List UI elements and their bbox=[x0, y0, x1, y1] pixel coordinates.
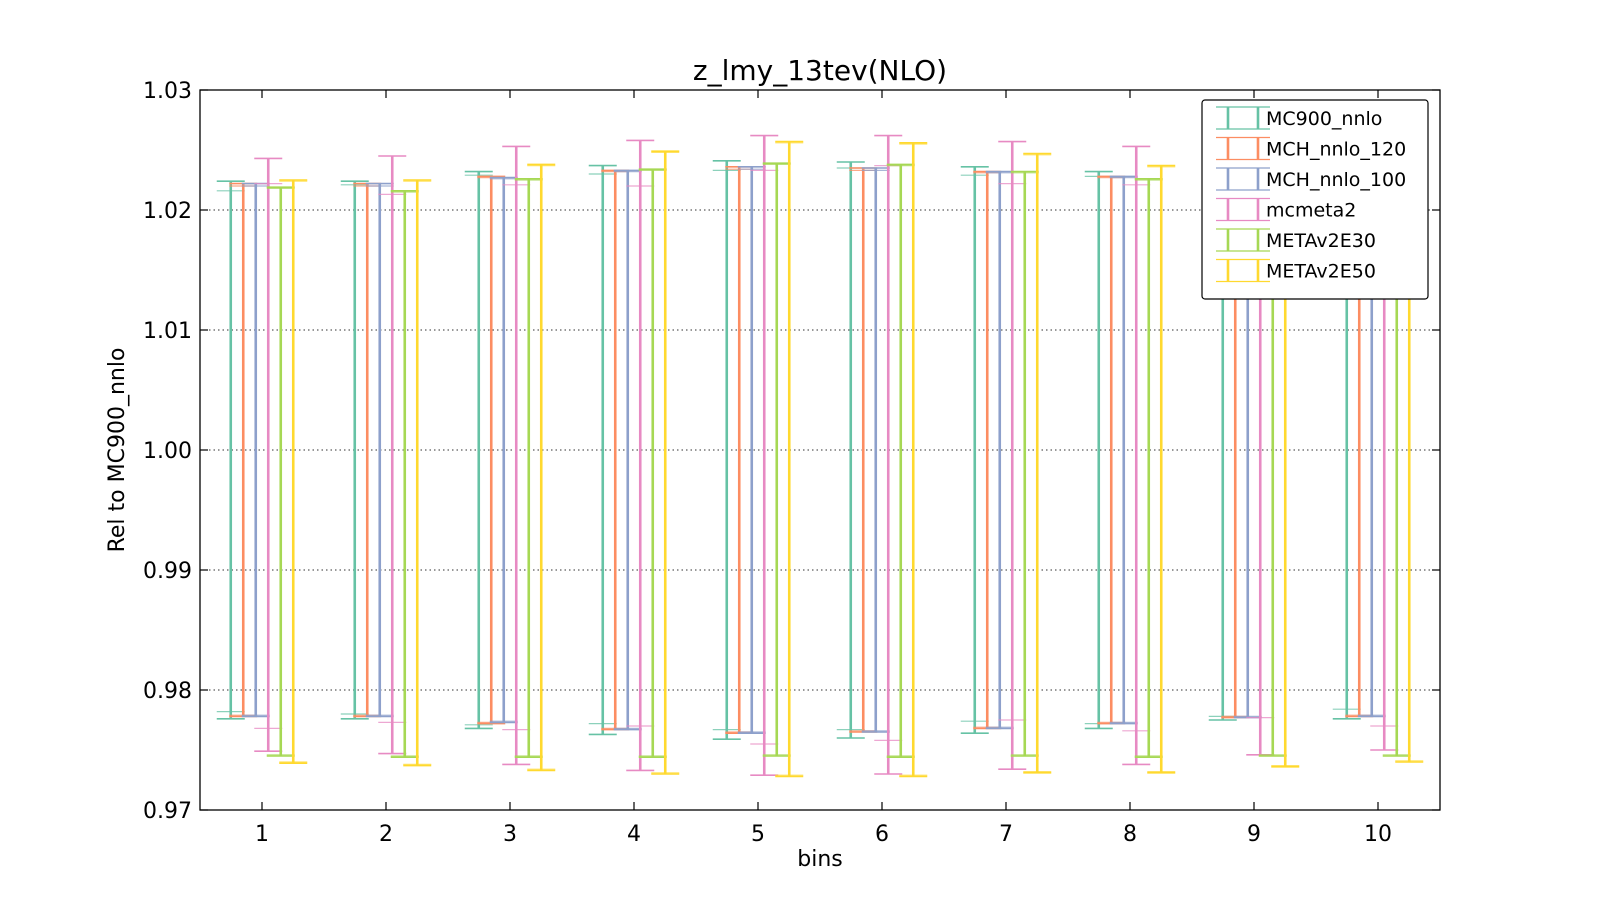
legend-label-MC900_nnlo: MC900_nnlo bbox=[1266, 108, 1382, 130]
x-tick-label-3: 3 bbox=[503, 822, 517, 847]
legend-label-MCH_nnlo_120: MCH_nnlo_120 bbox=[1266, 139, 1406, 161]
x-axis-label: bins bbox=[797, 847, 842, 872]
legend-item-mcmeta2: mcmeta2 bbox=[1216, 197, 1356, 222]
y-tick-label-1.00: 1.00 bbox=[143, 439, 192, 464]
y-tick-label-1.03: 1.03 bbox=[143, 79, 192, 104]
x-tick-label-6: 6 bbox=[875, 822, 889, 847]
legend-label-MCH_nnlo_100: MCH_nnlo_100 bbox=[1266, 169, 1406, 191]
legend-item-MC900_nnlo: MC900_nnlo bbox=[1216, 106, 1382, 130]
y-axis-label: Rel to MC900_nnlo bbox=[105, 348, 130, 553]
x-tick-label-2: 2 bbox=[379, 822, 393, 847]
legend-label-METAv2E50: METAv2E50 bbox=[1266, 261, 1376, 283]
y-tick-label-0.97: 0.97 bbox=[143, 799, 192, 824]
x-tick-label-8: 8 bbox=[1123, 822, 1137, 847]
x-tick-label-9: 9 bbox=[1247, 822, 1261, 847]
x-tick-label-1: 1 bbox=[255, 822, 269, 847]
series-MC900_nnlo bbox=[216, 160, 1361, 741]
y-tick-label-1.02: 1.02 bbox=[143, 199, 192, 224]
legend-label-METAv2E30: METAv2E30 bbox=[1266, 230, 1376, 252]
legend-label-mcmeta2: mcmeta2 bbox=[1266, 200, 1356, 222]
legend-item-MCH_nnlo_100: MCH_nnlo_100 bbox=[1216, 167, 1406, 191]
y-tick-label-0.98: 0.98 bbox=[143, 679, 192, 704]
legend-item-METAv2E30: METAv2E30 bbox=[1216, 228, 1376, 252]
y-tick-label-1.01: 1.01 bbox=[143, 319, 192, 344]
x-tick-label-4: 4 bbox=[627, 822, 641, 847]
x-tick-label-10: 10 bbox=[1364, 822, 1392, 847]
y-tick-label-0.99: 0.99 bbox=[143, 559, 192, 584]
legend-item-MCH_nnlo_120: MCH_nnlo_120 bbox=[1216, 136, 1406, 161]
legend-item-METAv2E50: METAv2E50 bbox=[1216, 258, 1376, 283]
legend: MC900_nnlo MCH_nnlo_120 MCH_nnlo_100mcmeta… bbox=[1201, 99, 1429, 300]
chart-title: z_lmy_13tev(NLO) bbox=[693, 54, 947, 87]
x-tick-label-5: 5 bbox=[751, 822, 765, 847]
axis-ticks: 0.97 0.98 0.99 1.00 1.01 1.02 1.03 1 2 3 4 5 6 7 8 9 10 bbox=[143, 79, 1440, 847]
x-tick-label-7: 7 bbox=[999, 822, 1013, 847]
